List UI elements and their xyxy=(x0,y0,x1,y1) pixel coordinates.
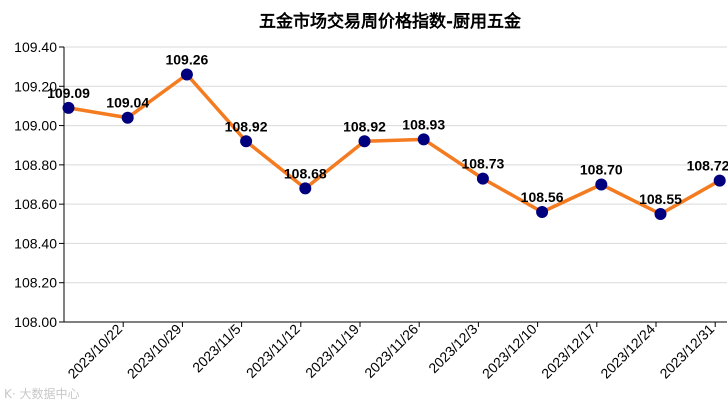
x-tick-label: 2023/12/3 xyxy=(425,321,481,377)
data-label: 108.92 xyxy=(225,118,268,134)
y-tick-label: 108.80 xyxy=(14,157,57,173)
data-label: 108.72 xyxy=(687,158,728,174)
series-layer xyxy=(62,68,726,220)
data-point xyxy=(595,178,608,191)
series-line xyxy=(68,72,721,216)
data-point xyxy=(713,174,726,187)
x-tick-label: 2023/11/12 xyxy=(243,321,303,381)
x-tick-label: 2023/11/19 xyxy=(302,321,362,381)
data-label: 108.70 xyxy=(580,162,623,178)
data-point xyxy=(654,207,667,220)
data-point xyxy=(536,206,549,218)
data-label: 108.56 xyxy=(521,189,564,205)
x-tick-label: 2023/10/22 xyxy=(64,321,125,382)
data-point xyxy=(417,133,430,146)
x-tick-label: 2023/11/5 xyxy=(189,321,244,376)
x-tick-label: 2023/12/17 xyxy=(538,321,599,382)
x-tick-label: 2023/12/31 xyxy=(656,321,717,382)
data-labels: 109.09 109.04 109.26 108.92 108.68 108.92 108.… xyxy=(47,52,728,207)
data-label: 108.92 xyxy=(343,118,386,134)
data-point xyxy=(240,135,253,148)
y-tick-label: 109.00 xyxy=(14,118,57,134)
x-tick-label: 2023/11/26 xyxy=(361,321,421,381)
y-tick-label: 109.20 xyxy=(14,78,57,94)
grid-lines xyxy=(64,46,727,284)
data-point xyxy=(180,68,193,81)
x-tick-label: 2023/12/24 xyxy=(597,321,658,382)
data-label: 109.04 xyxy=(106,95,149,111)
y-tick-label: 109.40 xyxy=(14,39,57,55)
x-tick-label: 2023/10/29 xyxy=(124,321,185,382)
data-point xyxy=(121,111,134,124)
y-tick-label: 108.20 xyxy=(14,275,57,291)
watermark-logo: K· 大数据中心 xyxy=(4,386,80,401)
y-axis-ticks: 108.00 108.20 108.40 108.60 108.80 109.00 109.… xyxy=(14,39,64,330)
data-point xyxy=(358,135,371,148)
chart-title: 五金市场交易周价格指数-厨用五金 xyxy=(259,11,522,32)
y-tick-label: 108.40 xyxy=(14,235,57,251)
x-tick-label: 2023/12/10 xyxy=(479,321,540,382)
data-point xyxy=(62,101,75,114)
data-label: 109.09 xyxy=(47,85,90,101)
data-point xyxy=(299,182,312,195)
data-label: 108.68 xyxy=(284,165,327,181)
y-tick-label: 108.60 xyxy=(14,196,57,212)
data-label: 108.73 xyxy=(461,156,504,172)
y-tick-label: 108.00 xyxy=(14,314,57,330)
data-label: 108.55 xyxy=(639,191,682,207)
data-label: 109.26 xyxy=(165,52,208,68)
axes xyxy=(63,47,727,323)
data-label: 108.93 xyxy=(402,116,445,132)
data-point xyxy=(476,172,489,185)
